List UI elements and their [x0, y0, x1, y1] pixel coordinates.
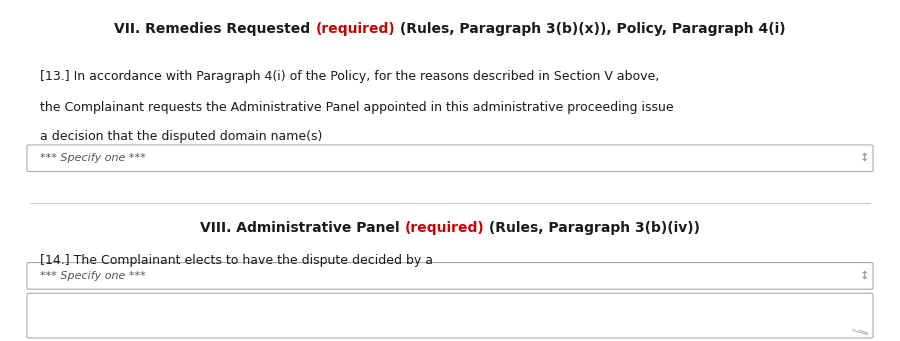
Text: [13.] In accordance with Paragraph 4(i) of the Policy, for the reasons described: [13.] In accordance with Paragraph 4(i) … — [40, 70, 660, 83]
Text: ↕: ↕ — [860, 153, 868, 163]
FancyBboxPatch shape — [27, 293, 873, 338]
Text: ↕: ↕ — [860, 271, 868, 281]
Text: *** Specify one ***: *** Specify one *** — [40, 271, 146, 281]
Text: (required): (required) — [315, 22, 395, 36]
Text: (required): (required) — [404, 221, 484, 236]
Text: (Rules, Paragraph 3(b)(x)), Policy, Paragraph 4(i): (Rules, Paragraph 3(b)(x)), Policy, Para… — [395, 22, 786, 36]
Text: VIII. Administrative Panel: VIII. Administrative Panel — [200, 221, 404, 236]
Text: (Rules, Paragraph 3(b)(iv)): (Rules, Paragraph 3(b)(iv)) — [484, 221, 700, 236]
Text: [14.] The Complainant elects to have the dispute decided by a: [14.] The Complainant elects to have the… — [40, 254, 434, 267]
Text: the Complainant requests the Administrative Panel appointed in this administrati: the Complainant requests the Administrat… — [40, 101, 674, 114]
Text: a decision that the disputed domain name(s): a decision that the disputed domain name… — [40, 130, 323, 143]
Text: *** Specify one ***: *** Specify one *** — [40, 153, 146, 163]
FancyBboxPatch shape — [27, 145, 873, 172]
Text: VII. Remedies Requested: VII. Remedies Requested — [114, 22, 315, 36]
FancyBboxPatch shape — [27, 263, 873, 289]
